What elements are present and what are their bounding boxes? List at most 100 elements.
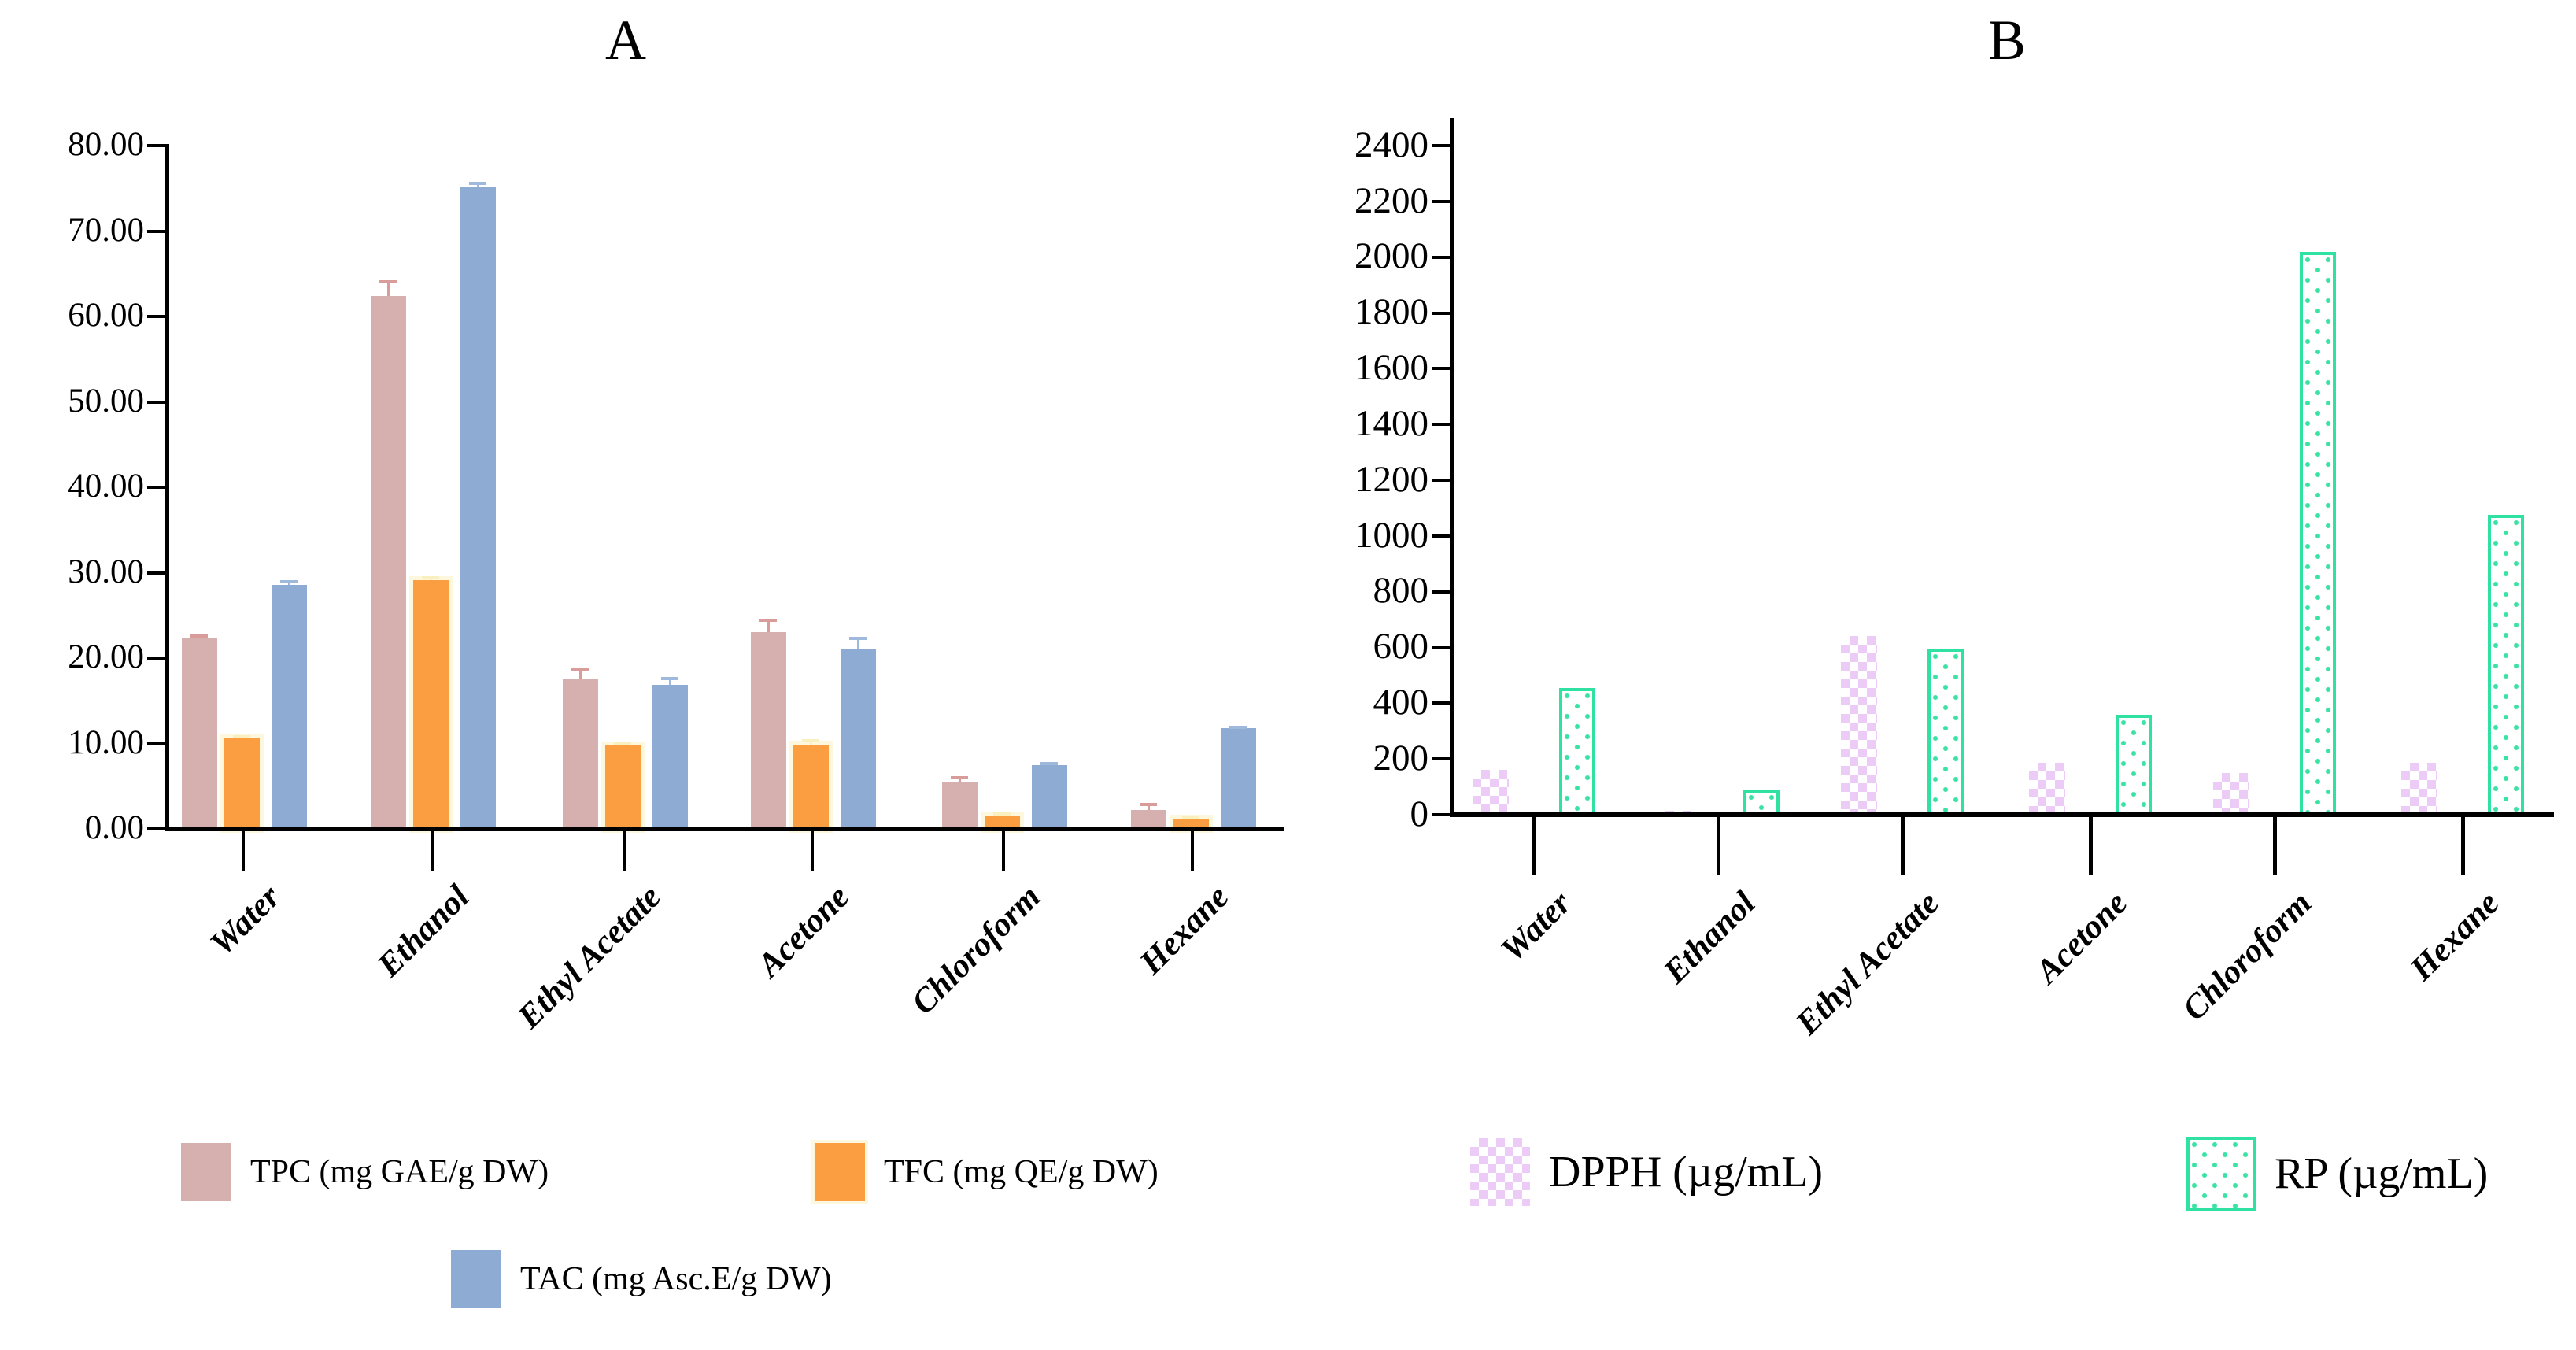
- y-tick-label: 1000: [1355, 514, 1428, 556]
- panel-a-title: A: [605, 9, 646, 72]
- bar-dpph-acetone: [2029, 763, 2065, 815]
- error-bar-tac-acetone: [849, 636, 867, 649]
- y-tick-label: 50.00: [68, 382, 144, 420]
- tpc-swatch-icon: [181, 1143, 231, 1201]
- error-bar-cap: [614, 742, 631, 745]
- bar-tfc-water: [224, 738, 260, 829]
- error-bar-cap: [280, 580, 298, 584]
- error-bar-tfc-ethyl-acetate: [614, 742, 631, 745]
- y-tick-label: 2200: [1355, 179, 1428, 221]
- legend-item-dpph: DPPH (µg/mL): [1470, 1138, 1823, 1206]
- bar-tac-acetone: [840, 649, 876, 829]
- x-tick-b: [2460, 815, 2465, 875]
- x-tick-a: [431, 829, 434, 871]
- y-tick-a: [147, 486, 169, 489]
- x-tick-b: [1900, 815, 1905, 875]
- error-bar-tac-water: [280, 580, 298, 585]
- error-bar-tfc-acetone: [802, 739, 819, 745]
- x-axis-b: [1450, 812, 2554, 817]
- x-tick-label-acetone: Acetone: [750, 878, 856, 985]
- y-tick-b: [1432, 423, 1454, 427]
- y-tick-a: [147, 400, 169, 404]
- y-tick-b: [1432, 199, 1454, 203]
- bar-tpc-ethanol: [370, 295, 406, 829]
- x-tick-a: [1002, 829, 1005, 871]
- y-tick-label: 800: [1373, 570, 1429, 612]
- bar-rp-chloroform: [2300, 251, 2336, 815]
- error-bar-tfc-ethanol: [422, 575, 439, 581]
- y-tick-label: 0.00: [84, 809, 144, 847]
- error-bar-cap: [422, 575, 439, 579]
- y-tick-a: [147, 315, 169, 318]
- error-bar-cap: [849, 636, 867, 640]
- bar-tac-ethyl-acetate: [652, 684, 688, 829]
- error-bar-tpc-water: [190, 634, 208, 639]
- x-tick-a: [1191, 829, 1194, 871]
- y-tick-a: [147, 571, 169, 575]
- legend-item-tpc: TPC (mg GAE/g DW): [181, 1143, 549, 1201]
- dpph-swatch-icon: [1470, 1138, 1530, 1206]
- x-tick-b: [2088, 815, 2093, 875]
- bar-tac-water: [271, 584, 307, 829]
- y-tick-label: 60.00: [68, 297, 144, 335]
- y-tick-b: [1432, 645, 1454, 649]
- error-bar-tac-ethyl-acetate: [661, 676, 678, 685]
- tfc-swatch-icon: [815, 1143, 865, 1201]
- bar-tfc-hexane: [1173, 818, 1209, 829]
- bar-rp-ethyl-acetate: [1927, 649, 1964, 815]
- bar-tpc-acetone: [750, 632, 786, 829]
- rp-swatch-icon: [2186, 1137, 2256, 1211]
- error-bar-cap: [1182, 816, 1199, 819]
- panel-b-title: B: [1987, 9, 2027, 72]
- bar-tpc-ethyl-acetate: [562, 679, 598, 829]
- legend-item-rp: RP (µg/mL): [2186, 1137, 2488, 1211]
- y-tick-label: 1800: [1355, 291, 1428, 333]
- error-bar-cap: [661, 676, 678, 680]
- error-bar-tfc-hexane: [1182, 816, 1199, 819]
- y-tick-label: 200: [1373, 737, 1429, 779]
- bar-tac-ethanol: [460, 187, 496, 829]
- bar-tpc-chloroform: [941, 782, 978, 829]
- x-tick-label-ethyl-acetate: Ethyl Acetate: [1788, 884, 1946, 1042]
- y-tick-label: 1400: [1355, 402, 1428, 444]
- y-tick-a: [147, 742, 169, 745]
- error-bar-tpc-acetone: [759, 619, 777, 633]
- y-tick-b: [1432, 534, 1454, 538]
- bar-tac-chloroform: [1031, 764, 1067, 829]
- error-bar-stem: [767, 619, 770, 633]
- y-tick-label: 70.00: [68, 211, 144, 249]
- error-bar-cap: [469, 181, 486, 185]
- x-tick-label-water: Water: [202, 878, 287, 963]
- error-bar-cap: [571, 668, 589, 672]
- y-tick-label: 600: [1373, 626, 1429, 668]
- error-bar-cap: [1040, 762, 1058, 766]
- error-bar-cap: [190, 634, 208, 638]
- tac-swatch-icon: [451, 1250, 501, 1308]
- y-tick-b: [1432, 255, 1454, 259]
- error-bar-stem: [958, 775, 961, 783]
- x-tick-a: [623, 829, 626, 871]
- y-tick-label: 10.00: [68, 723, 144, 761]
- error-bar-cap: [233, 734, 250, 738]
- legend-item-tfc: TFC (mg QE/g DW): [815, 1143, 1159, 1201]
- x-tick-label-hexane: Hexane: [1133, 878, 1236, 982]
- error-bar-tpc-ethyl-acetate: [571, 668, 589, 680]
- x-tick-label-water: Water: [1493, 884, 1578, 969]
- x-tick-b: [1716, 815, 1720, 875]
- y-tick-b: [1432, 757, 1454, 761]
- error-bar-cap: [993, 812, 1011, 816]
- y-tick-label: 400: [1373, 682, 1429, 723]
- legend-label-rp: RP (µg/mL): [2275, 1149, 2489, 1198]
- bar-tac-hexane: [1220, 727, 1256, 829]
- bar-tfc-chloroform: [984, 815, 1020, 829]
- x-tick-label-hexane: Hexane: [2403, 884, 2507, 988]
- bar-rp-acetone: [2116, 714, 2152, 815]
- bar-tfc-acetone: [793, 744, 829, 829]
- error-bar-cap: [951, 775, 968, 779]
- x-tick-label-ethanol: Ethanol: [370, 878, 476, 985]
- bar-dpph-chloroform: [2213, 772, 2249, 815]
- error-bar-cap: [802, 739, 819, 743]
- bar-tfc-ethanol: [412, 580, 449, 829]
- y-tick-a: [147, 229, 169, 233]
- error-bar-stem: [386, 280, 390, 296]
